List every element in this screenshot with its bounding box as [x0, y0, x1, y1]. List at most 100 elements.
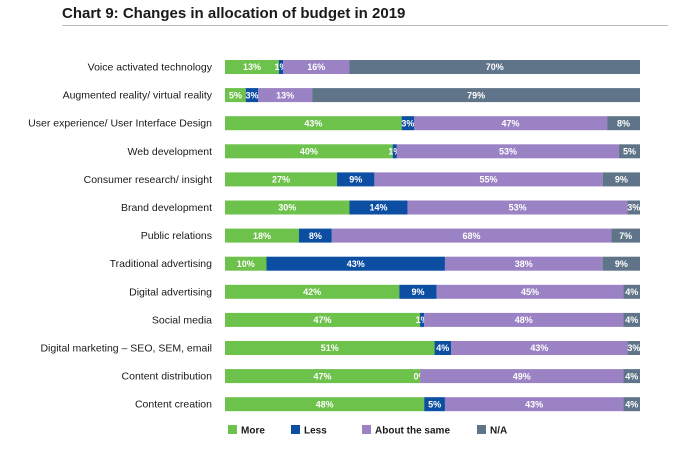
data-label: 40% — [300, 147, 318, 157]
bar-segment-more — [225, 284, 400, 299]
bar-segment-less — [245, 88, 259, 103]
data-label: 8% — [617, 118, 630, 128]
bar-segment-less — [399, 284, 437, 299]
data-label: 5% — [229, 90, 242, 100]
data-label: 9% — [615, 175, 628, 185]
data-label: 7% — [619, 231, 632, 241]
data-label: 43% — [525, 399, 543, 409]
data-label: 5% — [623, 147, 636, 157]
data-label: 13% — [243, 62, 261, 72]
data-label: 10% — [237, 259, 255, 269]
data-label: 3% — [627, 343, 640, 353]
data-label: 48% — [316, 399, 334, 409]
bar-segment-more — [225, 341, 435, 355]
data-label: 53% — [499, 147, 517, 157]
category-label: Digital advertising — [129, 286, 212, 298]
bar-segment-about-the-same — [436, 284, 624, 299]
data-label: 47% — [502, 118, 520, 128]
bar-segment-about-the-same — [407, 200, 628, 215]
legend-label: More — [241, 426, 265, 437]
data-label: 14% — [370, 203, 388, 213]
data-label: 47% — [314, 315, 332, 325]
data-label: 5% — [428, 399, 441, 409]
data-label: 27% — [272, 175, 290, 185]
data-label: 4% — [625, 315, 638, 325]
legend-label: About the same — [375, 426, 450, 437]
data-label: 4% — [625, 399, 638, 409]
data-label: 38% — [515, 259, 533, 269]
data-label: 49% — [513, 371, 531, 381]
bar-segment-more — [225, 60, 279, 74]
legend-label: Less — [304, 426, 327, 437]
bar-segment-about-the-same — [374, 172, 603, 187]
bar-segment-more — [225, 116, 402, 131]
bar-segment-less — [349, 200, 408, 215]
bar-segment-more — [225, 228, 299, 243]
bar-segment-less — [401, 116, 415, 131]
bar-segment-less — [424, 397, 445, 412]
data-label: 3% — [245, 90, 258, 100]
category-label: User experience/ User Interface Design — [28, 118, 212, 130]
data-label: 4% — [625, 371, 638, 381]
category-label: Content distribution — [122, 371, 213, 383]
bar-segment-n-a — [623, 312, 640, 327]
bar-segment-about-the-same — [283, 60, 350, 74]
data-label: 9% — [615, 259, 628, 269]
bar-segment-n-a — [611, 228, 640, 243]
legend-swatch — [291, 425, 300, 434]
category-label: Digital marketing – SEO, SEM, email — [40, 343, 212, 355]
bar-segment-less — [337, 172, 375, 187]
legend-label: N/A — [490, 426, 507, 437]
bar-segment-less — [392, 144, 397, 159]
bar-segment-n-a — [623, 397, 640, 412]
legend-swatch — [228, 425, 237, 434]
data-label: 4% — [436, 343, 449, 353]
data-label: 1% — [388, 147, 401, 157]
bar-segment-less — [434, 341, 451, 355]
title-divider — [62, 25, 668, 26]
bar-segment-n-a — [627, 200, 640, 215]
bar-segment-more — [225, 172, 338, 187]
data-label: 1% — [275, 62, 288, 72]
bar-segment-n-a — [623, 284, 640, 299]
category-label: Social media — [152, 314, 212, 326]
category-label: Traditional advertising — [110, 258, 212, 270]
data-label: 30% — [278, 203, 296, 213]
category-label: Voice activated technology — [88, 62, 213, 74]
bar-segment-more — [225, 397, 425, 412]
data-label: 9% — [411, 287, 424, 297]
bar-segment-n-a — [607, 116, 640, 131]
bar-segment-about-the-same — [258, 88, 313, 103]
bar-segment-n-a — [602, 256, 640, 271]
data-label: 1% — [416, 315, 429, 325]
data-label: 55% — [480, 175, 498, 185]
bar-segment-less — [266, 256, 445, 271]
category-label: Consumer research/ insight — [84, 174, 212, 186]
data-label: 68% — [463, 231, 481, 241]
chart-title: Chart 9: Changes in allocation of budget… — [62, 5, 406, 22]
bar-segment-about-the-same — [444, 397, 624, 412]
data-label: 43% — [304, 118, 322, 128]
category-label: Public relations — [141, 230, 212, 242]
bar-segment-about-the-same — [444, 256, 603, 271]
data-label: 45% — [521, 287, 539, 297]
category-label: Web development — [128, 146, 213, 158]
category-label: Brand development — [121, 202, 212, 214]
bar-segment-more — [225, 200, 350, 215]
bar-segment-more — [225, 88, 246, 103]
category-label: Augmented reality/ virtual reality — [63, 90, 213, 102]
bar-segment-about-the-same — [331, 228, 612, 243]
data-label: 70% — [486, 62, 504, 72]
data-label: 3% — [401, 118, 414, 128]
bar-segment-n-a — [312, 88, 640, 103]
bar-segment-more — [225, 144, 393, 159]
bar-segment-more — [225, 312, 421, 327]
category-label: Content creation — [135, 399, 212, 411]
bar-segment-about-the-same — [420, 369, 624, 384]
data-label: 3% — [627, 203, 640, 213]
bar-segment-about-the-same — [414, 116, 608, 131]
bar-segment-n-a — [627, 341, 640, 355]
bar-segment-n-a — [349, 60, 640, 74]
data-label: 13% — [276, 90, 294, 100]
